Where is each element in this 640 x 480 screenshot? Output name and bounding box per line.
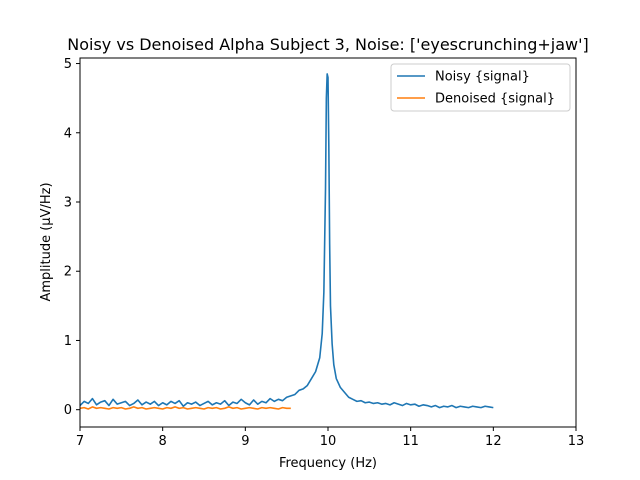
x-tick-label: 10 [320, 434, 337, 449]
y-axis: 0 1 2 3 4 5 [64, 57, 80, 418]
x-axis-label: Frequency (Hz) [279, 456, 377, 471]
x-tick-label: 13 [568, 434, 585, 449]
legend: Noisy {signal} Denoised {signal} [390, 63, 571, 112]
y-tick-label: 4 [64, 126, 72, 141]
y-tick-label: 3 [64, 196, 72, 211]
legend-label: Denoised {signal} [435, 92, 555, 107]
y-tick-label: 2 [64, 265, 72, 280]
y-tick-label: 0 [64, 403, 72, 418]
legend-box [390, 63, 571, 112]
chart-title: Noisy vs Denoised Alpha Subject 3, Noise… [67, 35, 588, 54]
x-tick-label: 12 [485, 434, 502, 449]
plot-area [79, 73, 494, 410]
x-tick-label: 9 [241, 434, 249, 449]
x-tick-label: 8 [159, 434, 167, 449]
y-axis-label: Amplitude (μV/Hz) [39, 182, 54, 301]
x-tick-label: 11 [402, 434, 419, 449]
y-tick-label: 1 [64, 334, 72, 349]
series-line [79, 73, 494, 409]
legend-label: Noisy {signal} [435, 70, 530, 85]
y-tick-label: 5 [64, 57, 72, 72]
series-line [79, 406, 291, 410]
x-axis: 7 8 9 10 11 12 13 [76, 427, 584, 449]
x-tick-label: 7 [76, 434, 84, 449]
